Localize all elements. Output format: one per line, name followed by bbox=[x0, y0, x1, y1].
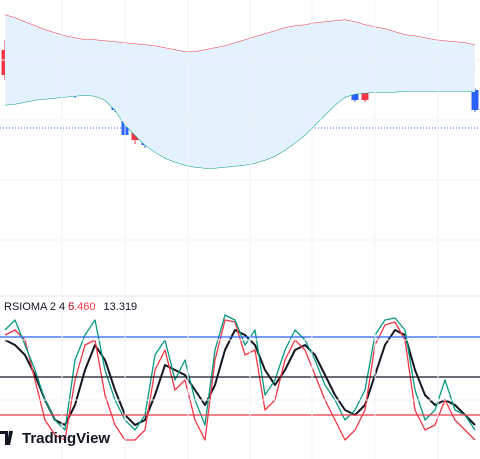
indicator-line bbox=[4, 319, 476, 441]
brand-name: TradingView bbox=[22, 430, 110, 447]
legend-value: 6.460 bbox=[68, 301, 96, 313]
indicator-title: RSIOMA 2 4 5 bbox=[4, 301, 74, 313]
logo-icon bbox=[0, 431, 13, 445]
indicator-line bbox=[4, 314, 476, 431]
logo: TradingView bbox=[0, 430, 110, 447]
legend-value: 13.319 bbox=[104, 301, 138, 313]
band-fill bbox=[5, 15, 475, 168]
